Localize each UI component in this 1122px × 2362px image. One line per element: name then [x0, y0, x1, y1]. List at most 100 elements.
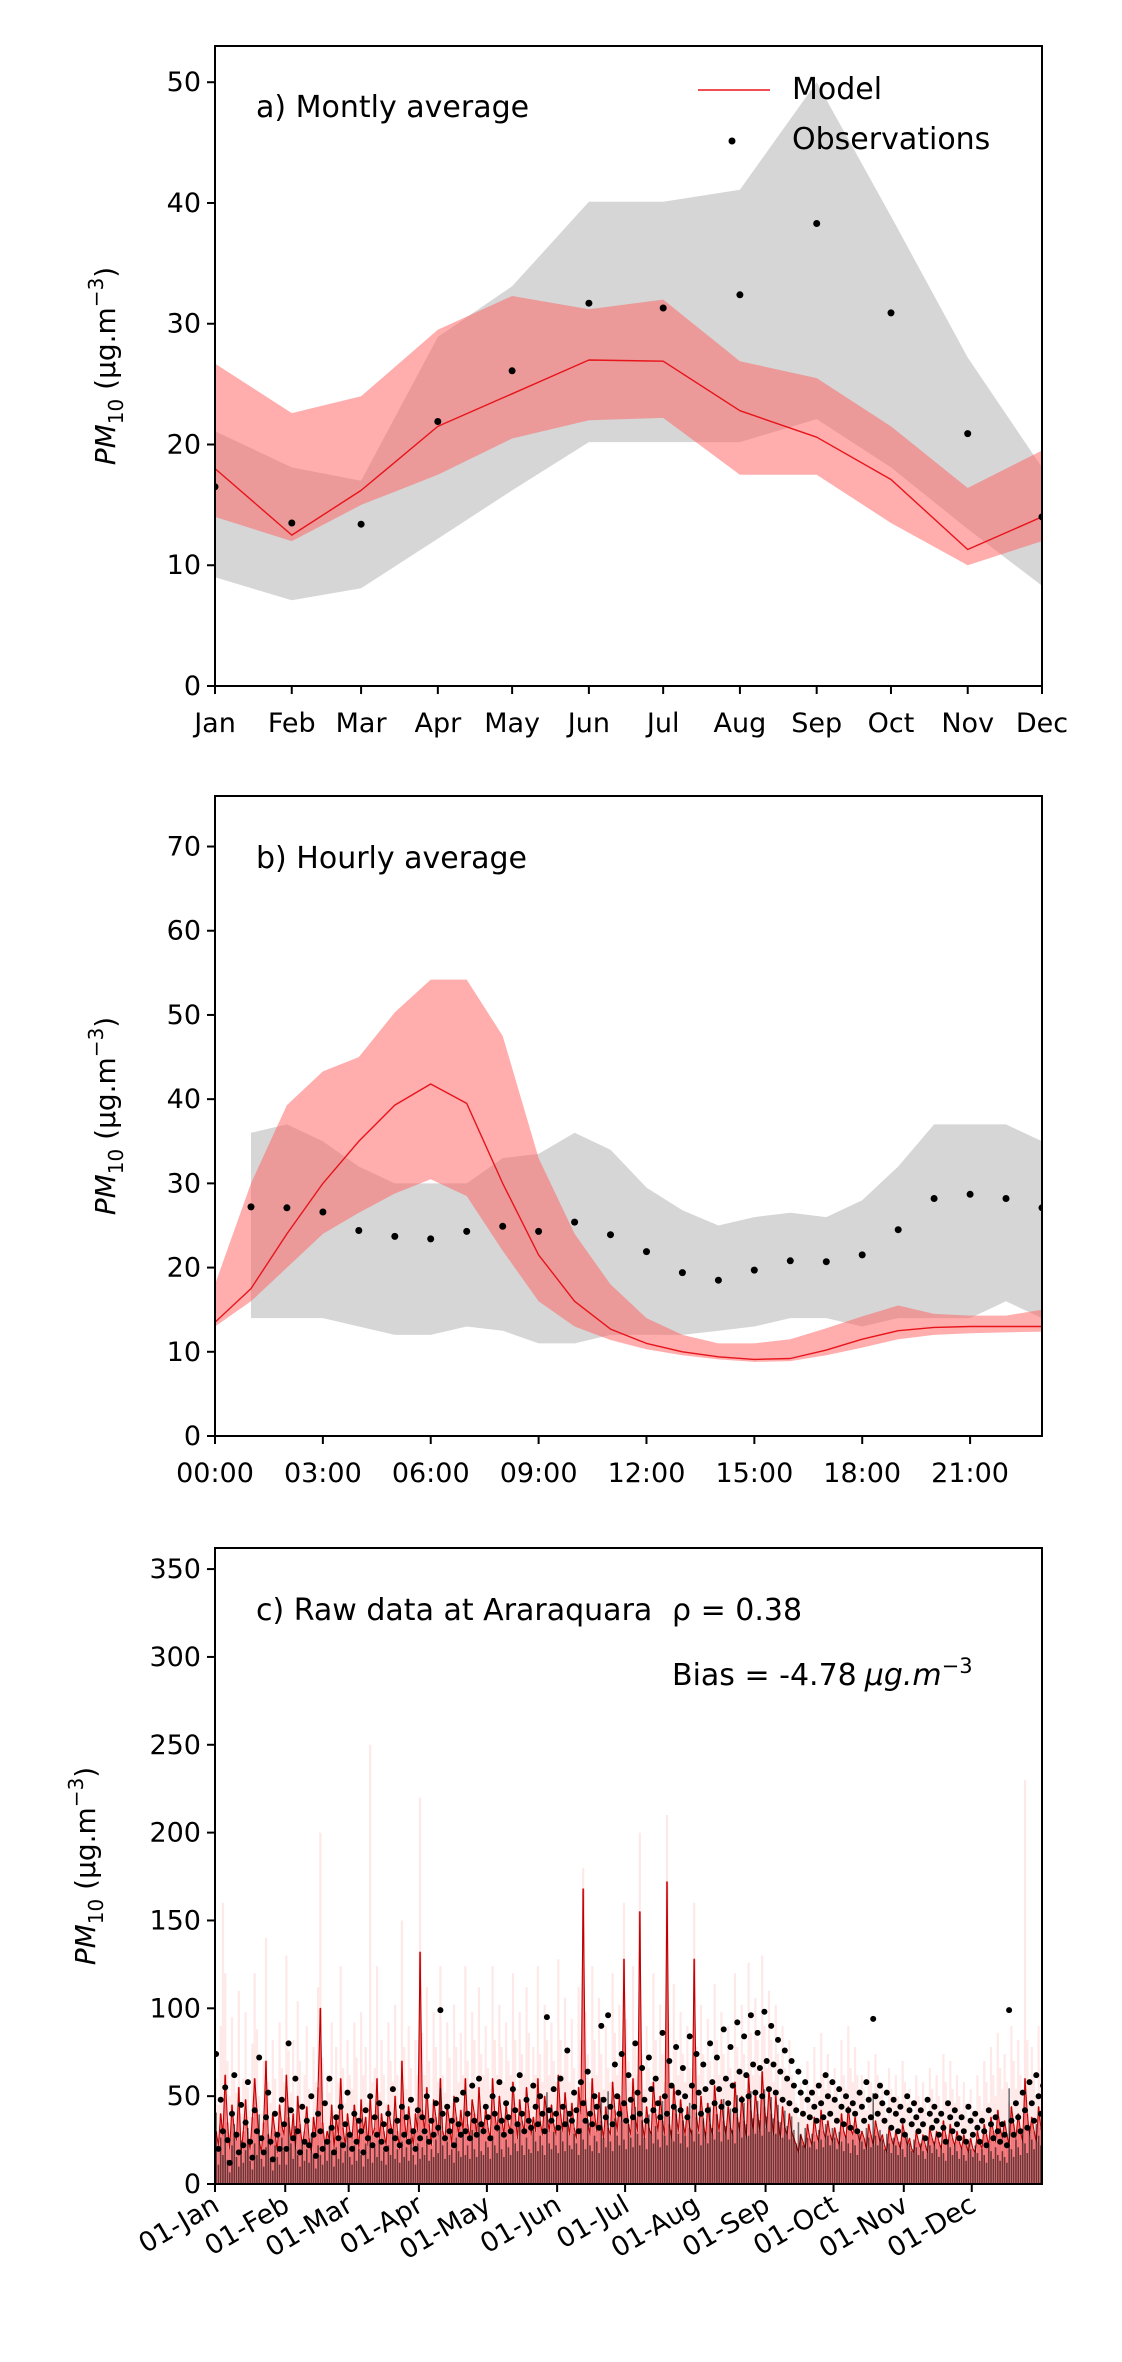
observation-point: [784, 2075, 791, 2082]
observation-point: [725, 2100, 732, 2107]
observation-point: [761, 2008, 768, 2015]
observation-point: [709, 2079, 716, 2086]
panel-a-y-axis: 0 10 20 30 40 50: [167, 67, 215, 702]
observation-point: [242, 2119, 249, 2126]
observation-point: [714, 1276, 722, 1284]
observation-point: [535, 1227, 543, 1235]
observation-point: [564, 2047, 571, 2054]
observation-point: [887, 309, 895, 317]
observation-point: [553, 2110, 559, 2117]
observation-point: [670, 2103, 677, 2110]
observation-point: [997, 2138, 1004, 2145]
observation-point: [414, 2107, 421, 2114]
observation-point: [777, 2068, 784, 2075]
observation-point: [811, 2103, 818, 2110]
observation-point: [1037, 2110, 1042, 2117]
observation-point: [854, 2128, 861, 2135]
observation-point: [684, 2114, 691, 2121]
observation-point: [845, 2107, 852, 2114]
observation-point: [750, 2061, 757, 2068]
observation-point: [904, 2093, 911, 2100]
y-tick-label: 40: [167, 1084, 201, 1115]
observation-point: [460, 2089, 467, 2096]
y-tick-label: 70: [167, 832, 201, 863]
observation-point: [568, 2117, 575, 2124]
observation-point: [756, 2065, 763, 2071]
observation-point: [614, 2093, 621, 2100]
observation-point: [500, 2131, 507, 2138]
model-range-band: [215, 296, 1042, 566]
observation-point: [272, 2110, 278, 2117]
observation-point: [396, 2142, 403, 2149]
panel-c-title: c) Raw data at Araraquara: [256, 1593, 652, 1628]
observation-point: [539, 2110, 546, 2117]
observation-point: [546, 2107, 553, 2114]
panel-b-series: [215, 979, 1042, 1362]
observation-point: [508, 367, 516, 375]
observation-point: [772, 2089, 779, 2096]
observation-point: [677, 2107, 684, 2114]
observation-point: [319, 2145, 326, 2152]
observation-point: [741, 2033, 748, 2040]
observation-point: [476, 2075, 482, 2082]
observation-point: [326, 2075, 333, 2082]
observation-point: [587, 2110, 593, 2117]
panel-c-frame: [214, 1547, 1043, 2185]
observation-point: [659, 304, 667, 312]
observation-point: [577, 2079, 584, 2086]
observation-point: [349, 2145, 356, 2152]
observation-point: [244, 2079, 251, 2086]
panel-a-monthly-average: 0 10 20 30 40 50 Jan Feb Mar Apr May Jun Jul Aug Sep O…: [84, 45, 1068, 739]
x-tick-label: 06:00: [392, 1458, 470, 1489]
observation-point: [1031, 2117, 1038, 2124]
observation-point: [804, 2096, 811, 2103]
observation-point: [720, 2026, 727, 2033]
observation-point: [340, 2142, 346, 2149]
observation-point: [353, 2138, 360, 2145]
observation-point: [394, 2117, 401, 2124]
observation-point: [833, 2117, 840, 2124]
observation-point: [369, 2142, 376, 2149]
y-tick-label: 60: [167, 916, 201, 947]
observation-point: [238, 2101, 245, 2108]
observation-point: [562, 2121, 569, 2128]
observation-point: [673, 2044, 680, 2050]
observation-point: [679, 2065, 686, 2071]
panel-a-plot-area: [215, 82, 1042, 601]
observation-point: [763, 2058, 770, 2064]
observation-point: [643, 1248, 650, 1256]
observation-point: [571, 2089, 578, 2096]
observation-point: [287, 2107, 294, 2114]
observation-point: [659, 2029, 666, 2036]
observation-point: [994, 2128, 1001, 2135]
observation-point: [766, 2086, 772, 2093]
observation-point: [666, 2058, 673, 2064]
observation-point: [704, 2107, 711, 2114]
observation-point: [224, 2137, 231, 2144]
observation-point: [355, 1227, 363, 1234]
observation-point: [972, 2110, 979, 2117]
observation-point: [387, 2128, 394, 2135]
observation-point: [321, 2100, 328, 2107]
observation-point: [427, 1235, 435, 1243]
observation-point: [435, 2124, 442, 2131]
panel-c-x-axis: 01-Jan01-Feb01-Mar01-Apr01-May01-Jun01-J…: [133, 2184, 981, 2266]
observation-point: [625, 2072, 632, 2079]
observation-point: [899, 2117, 906, 2124]
observation-point: [883, 2089, 890, 2096]
observation-point: [294, 2128, 301, 2135]
x-tick-label: 01-Jun: [475, 2189, 567, 2260]
observation-point: [444, 2103, 451, 2110]
observation-point: [630, 2114, 636, 2121]
observation-point: [983, 2142, 990, 2149]
observation-point: [464, 2110, 471, 2117]
observation-point: [434, 418, 442, 425]
observation-point: [1015, 2114, 1022, 2121]
observation-point: [874, 2110, 881, 2117]
observation-point: [858, 1251, 866, 1259]
observation-point: [473, 2131, 480, 2138]
observation-point: [376, 2100, 383, 2107]
observation-point: [324, 2138, 331, 2145]
observation-point: [451, 2142, 457, 2149]
observation-point: [426, 2138, 433, 2145]
